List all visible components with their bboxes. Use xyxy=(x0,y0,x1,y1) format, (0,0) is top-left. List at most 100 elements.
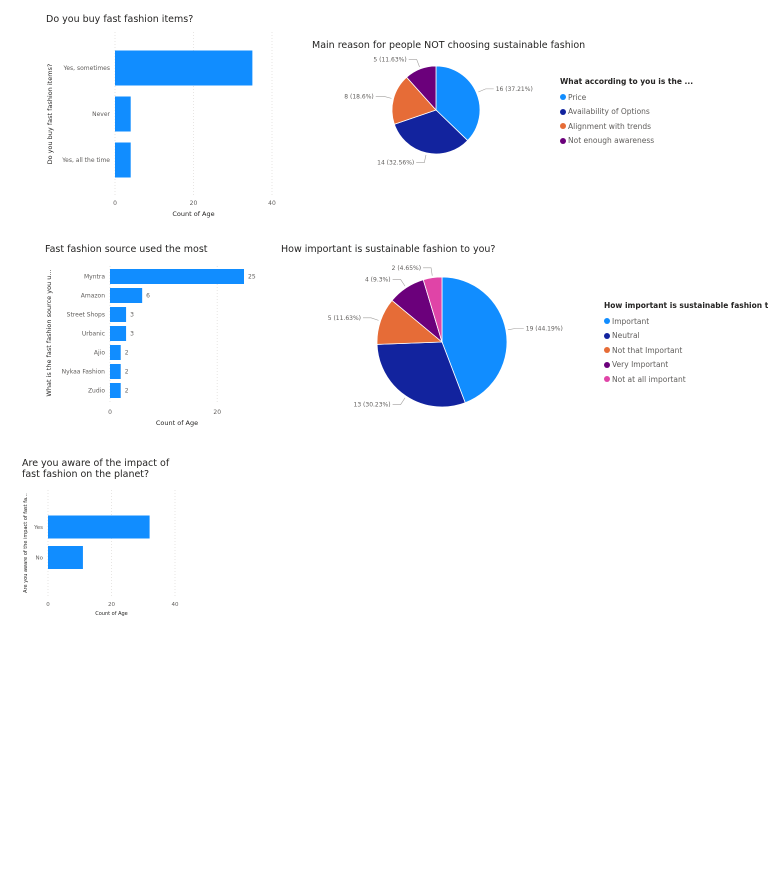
chart2-legend-label: Not enough awareness xyxy=(568,136,655,146)
chart4-leader-line xyxy=(423,267,433,276)
chart4-legend-item[interactable]: Important xyxy=(604,314,768,329)
chart2-slice xyxy=(406,65,437,112)
chart4-slice xyxy=(441,276,508,404)
chart3-bar xyxy=(110,364,121,379)
chart3-y-axis-title: What is the fast fashion source you u... xyxy=(45,269,53,396)
chart2-legend-label: Alignment with trends xyxy=(568,121,652,131)
chart3-plot: 0 20 Myntra 25 Amazon 6 Street Shops 3 Urbanic 3 A… xyxy=(45,266,256,427)
chart4-leader-line xyxy=(507,328,524,331)
chart4-data-label: 5 (11.63%) xyxy=(328,315,361,322)
legend-marker-icon xyxy=(560,108,566,115)
chart2-data-label: 8 (18.6%) xyxy=(344,93,373,100)
chart2-legend-item[interactable]: Not enough awareness xyxy=(560,134,693,149)
chart1-x-tick-label: 0 xyxy=(113,200,117,207)
legend-marker-icon xyxy=(604,347,610,354)
chart5-category-label: No xyxy=(36,555,44,561)
chart3-category-label: Ajio xyxy=(94,350,105,357)
legend-marker-icon xyxy=(604,376,610,383)
chart4-legend-item[interactable]: Very Important xyxy=(604,358,768,373)
chart2-slice xyxy=(393,109,469,155)
chart3-data-label: 3 xyxy=(130,312,134,319)
chart5-bar xyxy=(48,546,83,569)
chart2-title: Main reason for people NOT choosing sust… xyxy=(312,40,586,51)
chart2-data-label: 14 (32.56%) xyxy=(377,160,414,167)
chart4-data-label: 4 (9.3%) xyxy=(365,276,391,283)
chart5-plot: 0 20 40 Yes No Count of Age Are you aware of t… xyxy=(23,490,179,617)
chart4-leader-line xyxy=(392,279,406,287)
chart1-x-tick-label: 20 xyxy=(190,200,198,207)
chart3-bar xyxy=(110,307,127,322)
chart4-leader-line xyxy=(392,397,406,405)
legend-marker-icon xyxy=(560,94,566,101)
chart4-legend-title: How important is sustainable fashion to.… xyxy=(604,301,768,310)
chart4-legend-label: Very Important xyxy=(612,360,669,370)
chart3-data-label: 25 xyxy=(248,274,256,281)
chart3-category-label: Street Shops xyxy=(67,312,105,319)
chart3-x-tick-label: 0 xyxy=(108,409,112,416)
chart2-legend-title: What according to you is the ... xyxy=(560,77,694,86)
chart2-legend-item[interactable]: Price xyxy=(560,90,693,105)
chart5-x-axis-title: Count of Age xyxy=(95,611,128,617)
chart1-x-axis-title: Count of Age xyxy=(172,210,214,218)
chart2-legend-item[interactable]: Alignment with trends xyxy=(560,119,693,134)
chart1-plot: 0 20 40 Yes, sometimes Never Yes, all the tim… xyxy=(46,32,276,218)
chart4-legend[interactable]: How important is sustainable fashion to.… xyxy=(604,301,768,387)
chart4-legend-item[interactable]: Neutral xyxy=(604,329,768,344)
chart4-title: How important is sustainable fashion to … xyxy=(281,244,496,255)
chart1-bar xyxy=(115,142,131,178)
chart2-plot: 16 (37.21%) 14 (32.56%) 8 (18.6%) 5 (11.63%… xyxy=(344,57,533,167)
chart4-legend-label: Important xyxy=(612,316,650,326)
chart3-data-label: 2 xyxy=(125,369,129,376)
chart4-legend-item[interactable]: Not at all important xyxy=(604,372,768,387)
chart3-category-label: Amazon xyxy=(81,293,105,300)
chart2-leader-line xyxy=(375,96,392,99)
chart5-y-axis-title: Are you aware of the impact of fast fa..… xyxy=(23,493,29,593)
chart3-data-label: 2 xyxy=(125,350,129,357)
legend-marker-icon xyxy=(560,123,566,130)
chart4-data-label: 19 (44.19%) xyxy=(526,325,563,332)
chart1-y-axis-title: Do you buy fast fashion items? xyxy=(46,64,54,165)
chart2-legend[interactable]: What according to you is the ... Price Av… xyxy=(560,77,693,148)
chart4-legend-items: Important Neutral Not that Important Very I… xyxy=(604,314,768,387)
chart2-slice xyxy=(435,65,481,142)
legend-marker-icon xyxy=(560,137,566,144)
chart3-data-label: 3 xyxy=(130,331,134,338)
chart4-legend-item[interactable]: Not that Important xyxy=(604,343,768,358)
chart2-leader-line xyxy=(408,59,420,68)
chart4-data-label: 2 (4.65%) xyxy=(392,265,421,272)
chart3-data-label: 2 xyxy=(125,388,129,395)
chart4-legend-label: Not that Important xyxy=(612,345,683,355)
chart1-x-tick-label: 40 xyxy=(268,200,276,207)
chart2-legend-item[interactable]: Availability of Options xyxy=(560,105,693,120)
chart3-bar xyxy=(110,383,121,398)
legend-marker-icon xyxy=(604,332,610,339)
chart3-bar xyxy=(110,269,244,284)
chart3-bar xyxy=(110,345,121,360)
chart4-data-label: 13 (30.23%) xyxy=(354,402,391,409)
chart1-bar xyxy=(115,96,131,132)
chart2-legend-label: Availability of Options xyxy=(568,107,650,117)
chart1-category-label: Yes, sometimes xyxy=(62,65,110,72)
chart4-plot: 19 (44.19%) 13 (30.23%) 5 (11.63%) 4 (9.3%)… xyxy=(328,265,563,409)
chart4-slice xyxy=(376,341,466,408)
chart4-legend-label: Not at all important xyxy=(612,374,686,384)
chart3-category-label: Urbanic xyxy=(82,331,105,338)
chart4-slice xyxy=(422,276,443,343)
chart3-category-label: Zudio xyxy=(88,388,105,395)
chart2-data-label: 5 (11.63%) xyxy=(373,57,406,64)
chart5-category-label: Yes xyxy=(33,525,43,531)
chart2-data-label: 16 (37.21%) xyxy=(496,86,533,93)
chart3-bar xyxy=(110,288,143,303)
chart3-category-label: Nykaa Fashion xyxy=(62,369,106,376)
chart5-x-tick-label: 40 xyxy=(172,602,179,608)
chart1-bar xyxy=(115,50,253,86)
chart3-x-tick-label: 20 xyxy=(213,409,221,416)
chart4-legend-label: Neutral xyxy=(612,331,640,341)
legend-marker-icon xyxy=(604,318,610,325)
chart3-data-label: 6 xyxy=(146,293,150,300)
